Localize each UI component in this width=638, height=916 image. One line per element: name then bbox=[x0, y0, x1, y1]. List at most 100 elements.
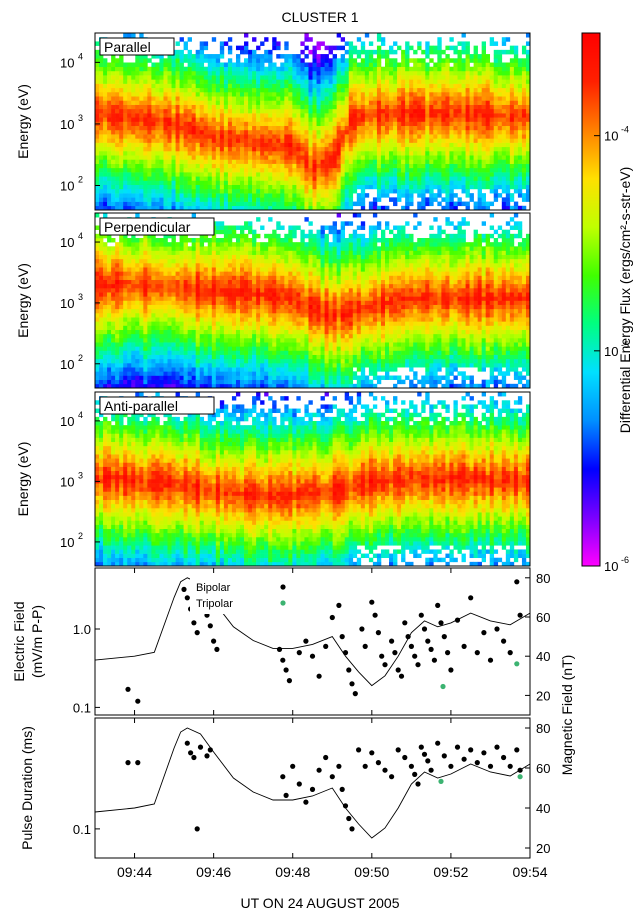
spectrogram-cell bbox=[320, 155, 325, 160]
spectrogram-cell bbox=[203, 92, 209, 97]
spectrogram-cell bbox=[445, 142, 450, 148]
spectrogram-cell bbox=[445, 197, 450, 202]
spectrogram-cell bbox=[288, 66, 293, 72]
spectrogram-cell bbox=[99, 246, 104, 251]
spectrogram-cell bbox=[276, 79, 281, 84]
spectrogram-cell bbox=[356, 104, 362, 110]
spectrogram-cell bbox=[123, 367, 128, 372]
spectrogram-cell bbox=[195, 138, 201, 143]
spectrogram-cell bbox=[227, 184, 233, 190]
spectrogram-cell bbox=[103, 379, 108, 385]
spectrogram-cell bbox=[215, 104, 221, 110]
spectrogram-cell bbox=[135, 292, 140, 297]
spectrogram-cell bbox=[223, 138, 229, 143]
spectrogram-cell bbox=[284, 167, 289, 173]
spectrogram-cell bbox=[340, 205, 346, 211]
spectrogram-cell bbox=[256, 167, 261, 173]
spectrogram-cell bbox=[525, 163, 531, 169]
spectrogram-cell bbox=[167, 379, 172, 385]
spectrogram-cell bbox=[481, 100, 486, 105]
spectrogram-cell bbox=[111, 313, 116, 318]
spectrogram-cell bbox=[167, 180, 172, 186]
spectrogram-cell bbox=[364, 92, 370, 97]
spectrogram-cell bbox=[525, 108, 531, 114]
spectrogram-cell bbox=[389, 163, 394, 169]
spectrogram-cell bbox=[284, 83, 289, 89]
spectrogram-cell bbox=[292, 75, 297, 80]
spectrogram-cell bbox=[340, 184, 346, 190]
spectrogram-cell bbox=[175, 296, 180, 301]
spectrogram-cell bbox=[143, 308, 148, 314]
spectrogram-cell bbox=[356, 129, 362, 135]
spectrogram-cell bbox=[240, 201, 245, 207]
spectrogram-cell bbox=[171, 125, 176, 131]
spectrogram-cell bbox=[195, 167, 201, 173]
spectrogram-cell bbox=[244, 45, 249, 51]
spectrogram-cell bbox=[477, 205, 482, 211]
spectrogram-cell bbox=[489, 134, 495, 139]
spectrogram-cell bbox=[147, 367, 152, 372]
spectrogram-cell bbox=[340, 125, 346, 131]
spectrogram-cell bbox=[143, 159, 148, 164]
spectrogram-cell bbox=[183, 100, 188, 105]
spectrogram-cell bbox=[127, 33, 132, 38]
spectrogram-cell bbox=[457, 142, 462, 148]
spectrogram-cell bbox=[211, 83, 217, 89]
spectrogram-cell bbox=[244, 92, 249, 97]
spectrogram-cell bbox=[252, 121, 257, 127]
spectrogram-cell bbox=[441, 142, 446, 148]
spectrogram-cell bbox=[147, 233, 152, 239]
spectrogram-cell bbox=[413, 58, 418, 63]
spectrogram-cell bbox=[235, 87, 241, 93]
spectrogram-cell bbox=[203, 58, 209, 63]
spectrogram-cell bbox=[223, 108, 229, 114]
spectrogram-cell bbox=[372, 172, 378, 177]
spectrogram-cell bbox=[465, 96, 470, 101]
spectrogram-cell bbox=[123, 254, 128, 260]
spectrogram-cell bbox=[123, 250, 128, 255]
spectrogram-cell bbox=[171, 233, 176, 239]
spectrogram-cell bbox=[167, 70, 172, 76]
spectrogram-cell bbox=[429, 159, 434, 164]
spectrogram-cell bbox=[223, 87, 229, 93]
spectrogram-cell bbox=[288, 92, 293, 97]
spectrogram-cell bbox=[368, 138, 374, 143]
spectrogram-cell bbox=[457, 58, 462, 63]
spectrogram-cell bbox=[485, 151, 491, 156]
spectrogram-cell bbox=[143, 383, 148, 389]
spectrogram-cell bbox=[268, 146, 273, 152]
spectrogram-cell bbox=[401, 134, 406, 139]
spectrogram-cell bbox=[155, 250, 160, 255]
spectrogram-cell bbox=[385, 87, 390, 93]
spectrogram-cell bbox=[336, 151, 341, 156]
spectrogram-cell bbox=[268, 96, 273, 101]
spectrogram-cell bbox=[199, 96, 205, 101]
spectrogram-cell bbox=[159, 193, 164, 198]
spectrogram-cell bbox=[445, 92, 450, 97]
spectrogram-cell bbox=[159, 79, 164, 84]
spectrogram-cell bbox=[433, 180, 438, 186]
spectrogram-cell bbox=[99, 233, 104, 239]
spectrogram-cell bbox=[103, 375, 108, 380]
spectrogram-cell bbox=[99, 176, 104, 181]
spectrogram-cell bbox=[344, 104, 350, 110]
spectrogram-cell bbox=[453, 184, 458, 190]
spectrogram-cell bbox=[119, 288, 124, 293]
spectrogram-cell bbox=[99, 279, 104, 285]
spectrogram-cell bbox=[409, 117, 414, 122]
spectrogram-cell bbox=[123, 338, 128, 343]
spectrogram-cell bbox=[252, 87, 257, 93]
spectrogram-cell bbox=[433, 151, 438, 156]
spectrogram-cell bbox=[316, 92, 321, 97]
spectrogram-cell bbox=[364, 193, 370, 198]
spectrogram-cell bbox=[223, 201, 229, 207]
spectrogram-cell bbox=[119, 275, 124, 280]
spectrogram-cell bbox=[151, 201, 156, 207]
spectrogram-cell bbox=[183, 333, 188, 339]
spectrogram-cell bbox=[159, 201, 164, 207]
spectrogram-cell bbox=[195, 113, 201, 118]
spectrogram-cell bbox=[489, 176, 495, 181]
spectrogram-cell bbox=[123, 300, 128, 305]
spectrogram-cell bbox=[465, 201, 470, 207]
spectrogram-cell bbox=[485, 201, 491, 207]
